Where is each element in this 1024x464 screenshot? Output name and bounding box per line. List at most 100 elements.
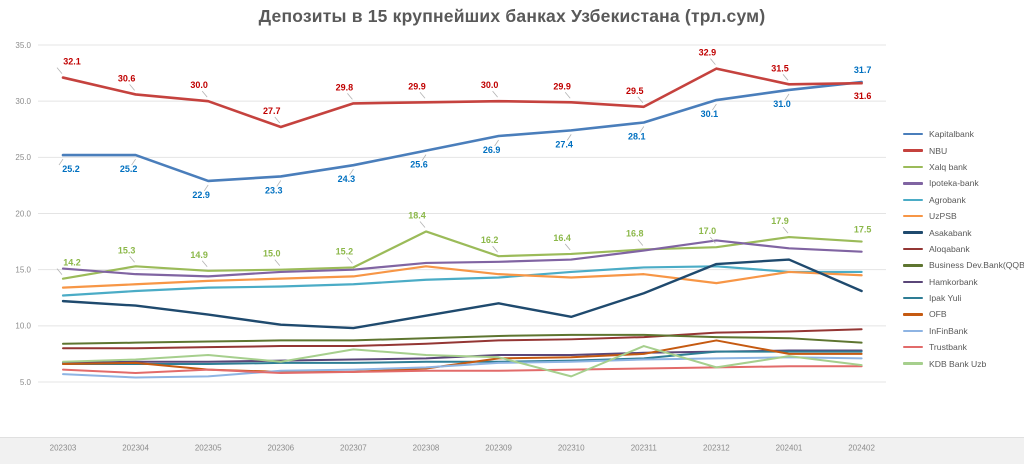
legend-item-9: Hamkorbank [903,274,1024,290]
legend-swatch-icon [903,133,923,136]
data-label: 15.3 [118,245,136,255]
series-line-0 [61,80,863,183]
data-label: 17.9 [771,216,789,226]
legend-item-12: InFinBank [903,323,1024,339]
y-tick-label: 15.0 [15,265,31,274]
label-leader [637,239,644,246]
legend-label: Ipoteka-bank [929,178,979,189]
legend-label: KDB Bank Uzb [929,358,987,369]
data-labels-1: 32.1 30.6 30.0 27.7 29.8 29.9 30.0 29.9 29.5 32.9… [56,48,871,124]
x-tick-label: 202401 [776,444,803,453]
label-leader [58,158,64,166]
data-label: 17.0 [699,226,717,236]
legend-swatch-icon [903,329,923,333]
data-label: 31.0 [773,99,791,109]
label-leader [784,93,790,101]
legend-item-6: Asakabank [903,224,1024,240]
legend-label: OFB [929,309,947,320]
data-label: 32.1 [63,57,81,67]
x-tick-label: 202310 [558,444,585,453]
data-label: 26.9 [483,145,501,155]
data-label: 29.8 [336,82,354,92]
label-leader [710,58,716,65]
legend-swatch-icon [903,198,923,201]
legend-item-13: Trustbank [903,339,1024,355]
data-label: 29.5 [626,86,644,96]
data-label: 16.2 [481,235,499,245]
legend-swatch-icon [903,264,923,267]
legend-label: Agrobank [929,194,966,205]
label-leader [349,168,354,176]
data-label: 31.7 [854,65,872,75]
x-tick-label: 202309 [485,444,512,453]
data-label: 16.4 [553,233,571,243]
legend-label: Kapitalbank [929,129,974,140]
label-leader [421,154,427,161]
label-leader [274,259,281,266]
y-tick-label: 25.0 [15,153,31,162]
label-leader [494,139,499,147]
data-label: 30.0 [190,80,208,90]
legend-item-5: UzPSB [903,208,1024,224]
y-tick-label: 20.0 [15,209,31,218]
x-tick-label: 202306 [267,444,294,453]
label-leader [492,90,498,98]
legend-label: InFinBank [929,325,968,336]
legend-swatch-icon [903,313,923,316]
data-label: 31.5 [771,63,789,73]
x-tick-label: 202307 [340,444,367,453]
x-tick-label: 202308 [413,444,440,453]
data-label: 24.3 [338,174,356,184]
series-line-5 [61,265,863,289]
label-leader [492,245,498,253]
series-line-13 [62,365,863,375]
legend-item-8: Business Dev.Bank(QQB) [903,257,1024,273]
series-line-7 [62,328,863,350]
label-leader [637,96,644,104]
legend-swatch-icon [903,149,923,152]
series-line-1 [61,67,863,129]
y-tick-label: 5.0 [20,378,32,387]
data-label: 32.9 [699,48,717,58]
legend-label: Aloqabank [929,243,970,254]
label-leader [782,74,789,81]
data-label: 15.0 [263,249,281,259]
legend-swatch-icon [903,214,923,218]
label-leader [564,243,571,251]
data-label: 28.1 [628,132,646,142]
x-tick-label: 202311 [631,444,658,453]
data-labels-2: 14.2 15.3 14.9 15.0 15.2 18.4 16.2 16.4 16.8 17.0… [56,210,872,275]
x-tick-label: 202305 [195,444,222,453]
legend-swatch-icon [903,231,923,234]
legend: Kapitalbank NBU Xalq bank Ipoteka-bank Agrob… [903,126,1024,372]
data-label: 27.4 [555,139,573,149]
legend-label: NBU [929,145,948,156]
y-tick-label: 35.0 [15,41,31,50]
data-label: 14.9 [190,250,208,260]
gridlines-and-yticks: 5.0 10.0 15.0 20.0 25.0 30.0 35.0 [15,41,886,387]
label-leader [712,103,717,111]
legend-label: UzPSB [929,211,957,222]
data-label: 17.5 [854,225,872,235]
chart-title: Депозиты в 15 крупнейших банках Узбекист… [258,6,766,26]
series-line-4 [61,265,863,297]
label-leader [419,92,426,99]
legend-label: Business Dev.Bank(QQB) [929,260,1024,271]
y-tick-label: 10.0 [15,322,31,331]
x-tick-label: 202402 [848,444,875,453]
x-tick-labels: 202303 202304 202305 202306 202307 202308 2023… [50,444,876,453]
label-leader [419,221,426,228]
legend-item-2: Xalq bank [903,159,1024,175]
legend-label: Ipak Yuli [929,293,962,304]
data-labels-0: 25.2 25.2 22.9 23.3 24.3 25.6 26.9 27.4 28.1 30.1… [58,65,872,200]
x-tick-label: 202303 [50,444,77,453]
series-line-6 [61,258,863,330]
series-line-11 [62,339,863,373]
legend-swatch-icon [903,280,923,283]
label-leader [564,92,571,99]
legend-item-1: NBU [903,142,1024,158]
label-leader [782,226,789,234]
label-leader [131,158,136,166]
